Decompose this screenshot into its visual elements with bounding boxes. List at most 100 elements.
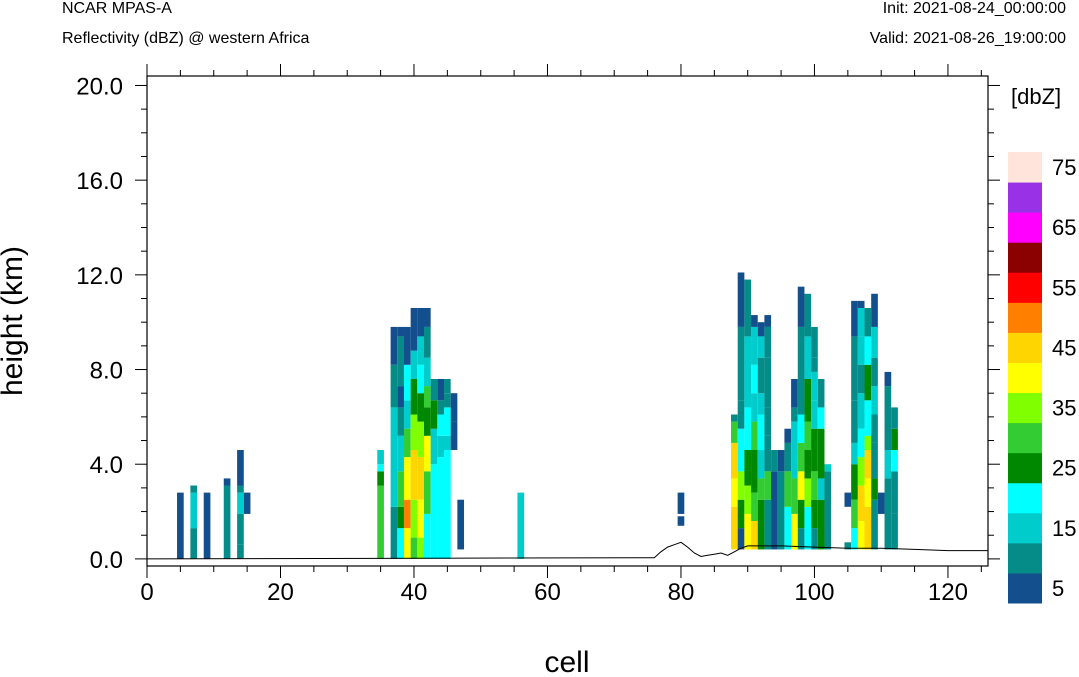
reflectivity-cell (403, 499, 411, 529)
colorbar-swatch (1008, 422, 1042, 454)
reflectivity-cell (884, 414, 892, 451)
reflectivity-cell (857, 485, 865, 522)
reflectivity-cell (871, 357, 878, 387)
reflectivity-cell (871, 478, 878, 500)
reflectivity-cell (751, 326, 758, 365)
reflectivity-cell (190, 492, 198, 529)
reflectivity-cell (424, 435, 431, 472)
reflectivity-cell (237, 492, 244, 514)
colorbar-label: 65 (1052, 215, 1076, 240)
reflectivity-cell (864, 478, 872, 507)
reflectivity-cell (791, 450, 798, 479)
reflectivity-cell (811, 371, 818, 401)
reflectivity-cell (677, 516, 685, 526)
reflectivity-cell (751, 521, 758, 550)
reflectivity-cell (864, 435, 872, 451)
reflectivity-cell (764, 326, 772, 358)
reflectivity-cell (804, 450, 812, 479)
x-tick-label: 20 (267, 579, 294, 606)
reflectivity-cell (397, 435, 404, 472)
y-tick-labels: 0.0 4.0 8.0 12.0 16.0 20.0 (76, 73, 123, 573)
reflectivity-cell (884, 450, 892, 479)
reflectivity-cell (797, 326, 805, 379)
reflectivity-cell (817, 379, 825, 408)
reflectivity-cell (751, 364, 758, 394)
reflectivity-cell (403, 457, 411, 500)
reflectivity-cell (811, 326, 818, 358)
reflectivity-cell (444, 435, 451, 451)
reflectivity-cell (871, 414, 878, 443)
reflectivity-cell (891, 450, 898, 472)
reflectivity-cell (771, 471, 778, 550)
reflectivity-cell (844, 492, 852, 507)
x-axis-label: cell (544, 646, 589, 677)
reflectivity-cell (804, 421, 812, 451)
reflectivity-cell (757, 414, 765, 451)
reflectivity-cell (811, 428, 818, 472)
reflectivity-cell (857, 307, 865, 337)
x-tick-label: 60 (534, 579, 561, 606)
reflectivity-cell (424, 326, 431, 358)
reflectivity-cell (203, 492, 211, 559)
reflectivity-cell (811, 528, 818, 550)
reflectivity-cell (744, 279, 752, 337)
x-tick-labels: 0 20 40 60 80 100 120 (140, 579, 968, 606)
colorbar-swatch (1008, 452, 1042, 484)
reflectivity-cell (857, 364, 865, 394)
reflectivity-cell (390, 407, 398, 507)
reflectivity-cell (857, 336, 865, 365)
colorbar-swatch (1008, 302, 1042, 333)
reflectivity-cell (777, 450, 785, 472)
reflectivity-cell (811, 400, 818, 429)
reflectivity-cell (871, 442, 878, 479)
reflectivity-cell (744, 336, 752, 379)
reflectivity-cell (444, 393, 451, 408)
reflectivity-cell (437, 457, 445, 559)
reflectivity-cell (857, 428, 865, 458)
reflectivity-cell (751, 450, 758, 493)
reflectivity-cell (757, 478, 765, 500)
reflectivity-cell (424, 357, 431, 387)
colorbar-swatch (1008, 392, 1042, 424)
model-title: NCAR MPAS-A (62, 0, 172, 17)
reflectivity-cell (397, 528, 404, 559)
reflectivity-cell (237, 513, 244, 545)
reflectivity-cell (237, 485, 244, 493)
reflectivity-cell (737, 400, 745, 429)
reflectivity-cell (377, 450, 384, 465)
reflectivity-cell (430, 428, 438, 465)
reflectivity-cell (190, 485, 198, 493)
y-tick-label: 4.0 (90, 452, 123, 479)
reflectivity-cell (851, 300, 858, 337)
colorbar-swatch (1008, 332, 1042, 363)
reflectivity-cell (410, 379, 418, 415)
reflectivity-cell (851, 442, 858, 465)
reflectivity-cell (731, 506, 738, 550)
reflectivity-cell (824, 471, 832, 550)
reflectivity-cell (764, 357, 772, 408)
reflectivity-cell (377, 471, 384, 486)
reflectivity-cell (223, 485, 231, 559)
reflectivity-cell (864, 307, 872, 337)
reflectivity-cell (731, 421, 738, 443)
reflectivity-cell (397, 407, 404, 436)
reflectivity-cell (804, 336, 812, 379)
reflectivity-cell (891, 407, 898, 429)
reflectivity-cell (397, 471, 404, 507)
reflectivity-cell (857, 393, 865, 429)
reflectivity-cell (403, 326, 411, 365)
reflectivity-cell (377, 464, 384, 472)
reflectivity-cell (437, 379, 445, 401)
reflectivity-cell (457, 499, 465, 550)
init-time: Init: 2021-08-24_00:00:00 (882, 0, 1066, 17)
reflectivity-cell (744, 485, 752, 514)
reflectivity-cell (237, 450, 244, 486)
reflectivity-cell (791, 421, 798, 451)
y-tick-label: 16.0 (76, 168, 123, 195)
reflectivity-cell (737, 528, 745, 550)
reflectivity-cell (864, 364, 872, 401)
y-axis-label: height (km) (0, 246, 29, 396)
reflectivity-cell (864, 336, 872, 365)
valid-time: Valid: 2021-08-26_19:00:00 (869, 30, 1066, 47)
